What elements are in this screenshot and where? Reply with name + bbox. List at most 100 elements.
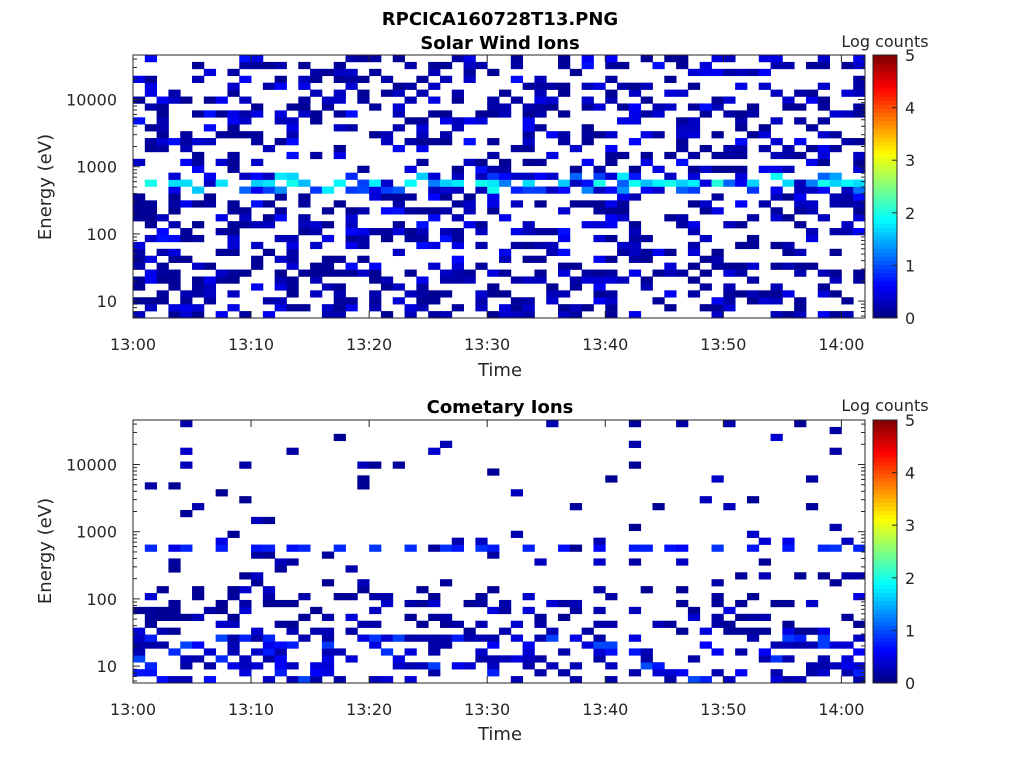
heatmap-cell <box>581 304 594 312</box>
heatmap-cell <box>274 648 287 656</box>
heatmap-cell <box>499 606 512 615</box>
heatmap-cell <box>286 544 299 552</box>
colorbar-swatch <box>873 71 897 77</box>
heatmap-cell <box>286 179 299 187</box>
heatmap-cell <box>817 283 830 291</box>
heatmap-cell <box>286 117 299 125</box>
colorbar-swatch <box>873 563 897 569</box>
heatmap-cell <box>380 311 394 319</box>
heatmap-cell <box>487 138 500 146</box>
colorbar-swatch <box>873 518 897 524</box>
heatmap-cell <box>227 221 240 229</box>
heatmap-cell <box>853 158 866 167</box>
colorbar-swatch <box>873 182 897 187</box>
heatmap-cell <box>817 669 830 677</box>
heatmap-cell <box>262 214 276 222</box>
heatmap-cell <box>534 255 547 263</box>
colorbar-frame <box>872 419 898 684</box>
heatmap-cell <box>392 55 405 63</box>
heatmap-cell <box>652 248 665 257</box>
heatmap-cell <box>746 290 760 298</box>
heatmap-cell <box>687 165 701 173</box>
heatmap-cell <box>841 89 854 97</box>
heatmap-cell <box>805 262 819 270</box>
heatmap-cell <box>711 311 724 319</box>
heatmap-cell <box>227 634 240 642</box>
colorbar-swatch <box>873 609 897 614</box>
heatmap-cell <box>746 110 760 118</box>
heatmap-cell <box>357 55 370 63</box>
heatmap-cell <box>534 276 547 284</box>
heatmap-cell <box>369 593 382 601</box>
y-tick-label: 10 <box>97 657 117 676</box>
heatmap-cell <box>593 200 606 208</box>
heatmap-cell <box>144 620 158 628</box>
colorbar-swatch <box>873 141 897 146</box>
heatmap-cell <box>782 103 795 111</box>
heatmap-cell <box>853 138 866 146</box>
heatmap-cell <box>841 61 854 70</box>
heatmap-cell <box>569 662 583 670</box>
heatmap-cell <box>746 613 760 622</box>
heatmap-cell <box>546 241 559 250</box>
heatmap-cell <box>156 103 169 111</box>
heatmap-cell <box>298 61 311 70</box>
heatmap-cell <box>439 179 453 187</box>
heatmap-cell <box>782 676 795 684</box>
heatmap-cell <box>227 586 240 594</box>
heatmap-cell <box>215 158 228 167</box>
heatmap-cell <box>605 131 618 139</box>
heatmap-cell <box>569 276 583 284</box>
heatmap-cell <box>735 138 748 146</box>
heatmap-cell <box>652 179 665 187</box>
heatmap-cell <box>817 55 830 63</box>
heatmap-cell <box>428 447 441 455</box>
heatmap-cell <box>227 131 240 139</box>
heatmap-cell <box>333 648 346 656</box>
heatmap-cell <box>203 662 217 670</box>
heatmap-cell <box>156 262 169 270</box>
panel-solar-wind-ions: Solar Wind Ions 13:00 13:10 13:20 13:30 13:4… <box>35 32 929 381</box>
heatmap-cell <box>711 613 724 622</box>
heatmap-cell <box>392 297 405 305</box>
heatmap-cell <box>487 165 500 173</box>
heatmap-cell <box>605 75 618 83</box>
heatmap-cell <box>605 61 618 70</box>
heatmap-cell <box>605 207 618 215</box>
heatmap-cell <box>203 124 217 132</box>
heatmap-cell <box>227 620 240 628</box>
heatmap-cell <box>168 627 181 635</box>
heatmap-cell <box>510 144 524 153</box>
heatmap-cell <box>805 627 819 635</box>
heatmap-cell <box>428 613 441 622</box>
heatmap-cell <box>605 676 618 684</box>
colorbar-swatch <box>873 572 897 577</box>
x-tick-label: 14:00 <box>818 700 864 719</box>
heatmap-cell <box>605 620 618 628</box>
heatmap-cell <box>522 311 535 319</box>
heatmap-cell <box>392 221 405 229</box>
heatmap-cell <box>499 179 512 187</box>
heatmap-cell <box>475 304 488 312</box>
heatmap-cell <box>227 648 240 656</box>
heatmap-cell <box>380 234 394 243</box>
heatmap-cell <box>652 503 665 511</box>
colorbar-swatch <box>873 551 897 557</box>
heatmap-cell <box>333 96 346 104</box>
heatmap-cell <box>298 221 311 229</box>
heatmap-cell <box>676 669 689 677</box>
colorbar-swatch <box>873 674 897 680</box>
heatmap-cell <box>168 269 181 277</box>
heatmap-cell <box>664 151 677 160</box>
heatmap-cell <box>687 68 701 77</box>
heatmap-cell <box>357 241 370 250</box>
heatmap-cell <box>274 565 287 573</box>
heatmap-cell <box>640 662 653 670</box>
heatmap-cell <box>215 599 228 608</box>
heatmap-cell <box>746 131 760 139</box>
heatmap-cell <box>133 96 146 104</box>
colorbar-swatch <box>873 100 897 105</box>
heatmap-cell <box>605 96 618 104</box>
heatmap-cell <box>676 558 689 566</box>
heatmap-cell <box>699 68 712 77</box>
